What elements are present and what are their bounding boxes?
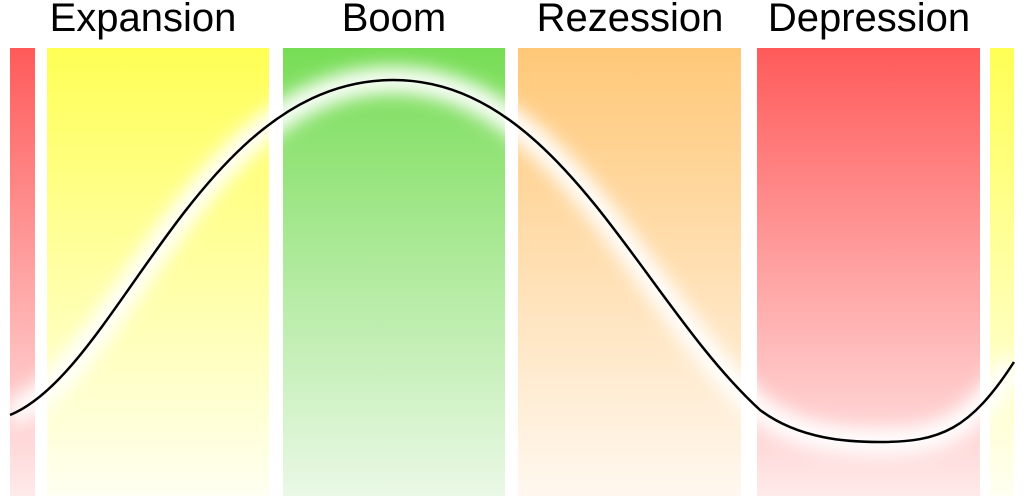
label-depression: Depression <box>767 0 971 40</box>
expansion-band-right <box>990 48 1014 496</box>
rezession-band <box>518 48 741 496</box>
label-boom: Boom <box>341 0 447 40</box>
boom-band <box>283 48 505 496</box>
business-cycle-curve <box>9 78 1016 444</box>
expansion-band <box>47 48 269 496</box>
depression-band-left <box>10 48 35 496</box>
label-rezession: Rezession <box>536 0 724 40</box>
label-expansion: Expansion <box>49 0 237 40</box>
